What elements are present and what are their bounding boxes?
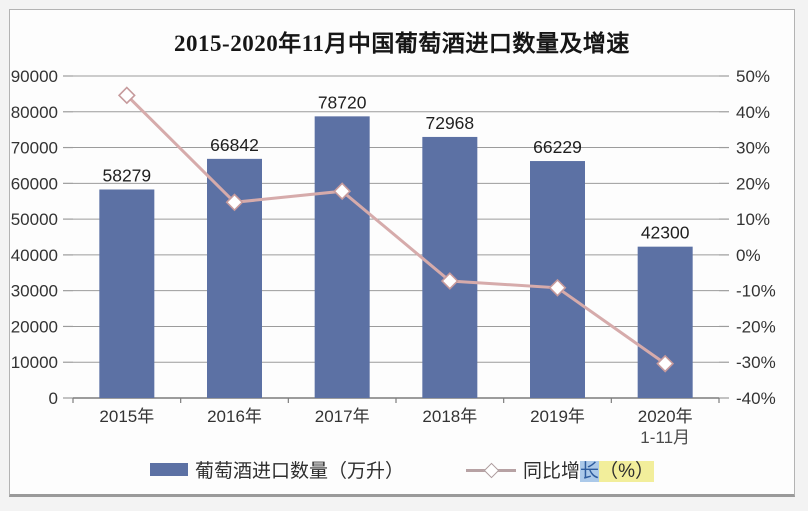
legend-item-line-series: 同比增长（%） xyxy=(466,456,654,483)
x-axis-category-label: 2015年 xyxy=(99,407,154,426)
legend-item-bar-series: 葡萄酒进口数量（万升） xyxy=(150,456,404,483)
legend-bar-series-label: 葡萄酒进口数量（万升） xyxy=(195,461,405,482)
chart-plot-area: 90000 50% 80000 40% 70000 30% 60000 20% 50000 10%… xyxy=(11,67,776,447)
left-axis-tick-label: 30000 xyxy=(11,282,58,301)
legend-line-label-part3-highlighted: （%） xyxy=(599,461,654,482)
bar-value-label: 72968 xyxy=(425,113,474,133)
chart-frame: 2015-2020年11月中国葡萄酒进口数量及增速 90000 50% 80000 4… xyxy=(9,9,795,497)
bar-value-label: 78720 xyxy=(318,92,367,112)
line-point-marker xyxy=(548,278,567,297)
right-axis-tick-label: 10% xyxy=(736,210,770,229)
bar xyxy=(99,189,155,398)
right-axis-tick-label: 20% xyxy=(736,174,770,193)
line-point-marker xyxy=(225,193,244,212)
right-axis-tick-label: 0% xyxy=(736,246,761,265)
bar xyxy=(314,116,370,398)
x-axis-category-label: 2016年 xyxy=(207,407,262,426)
bar-series-swatch-icon xyxy=(150,463,189,476)
legend-line-label-part2-highlighted: 长 xyxy=(580,461,600,482)
bar-value-label: 66229 xyxy=(533,137,582,157)
legend-line-series-label: 同比增长（%） xyxy=(523,456,654,483)
right-axis-tick-label: -30% xyxy=(736,353,776,372)
bar-value-label: 42300 xyxy=(641,223,690,243)
legend-line-label-part1: 同比增 xyxy=(523,461,581,482)
x-axis-category-label: 2018年 xyxy=(422,407,477,426)
line-point-marker xyxy=(333,182,352,201)
right-axis-tick-label: 30% xyxy=(736,139,770,158)
bar xyxy=(637,246,693,398)
left-axis-tick-label: 0 xyxy=(49,389,58,408)
bar-value-label: 66842 xyxy=(210,135,259,155)
diamond-marker-icon xyxy=(483,462,500,478)
left-axis-tick-label: 60000 xyxy=(11,174,58,193)
left-axis-tick-label: 40000 xyxy=(11,246,58,265)
line-series-swatch-icon xyxy=(466,462,517,478)
right-axis-tick-label: -20% xyxy=(736,317,776,336)
growth-line xyxy=(125,94,667,365)
x-axis-category-label: 2020年 xyxy=(638,407,693,426)
right-axis-tick-label: -10% xyxy=(736,282,776,301)
right-axis-tick-label: 50% xyxy=(736,67,770,86)
left-axis-tick-label: 90000 xyxy=(11,67,58,86)
x-axis-category-label: 2017年 xyxy=(315,407,370,426)
right-axis-tick-label: -40% xyxy=(736,389,776,408)
right-axis-tick-label: 40% xyxy=(736,103,770,122)
line-point-marker xyxy=(656,354,675,373)
line-point-marker xyxy=(440,272,459,290)
line-point-marker xyxy=(117,86,136,105)
chart-title: 2015-2020年11月中国葡萄酒进口数量及增速 xyxy=(174,31,630,56)
legend: 葡萄酒进口数量（万升） 同比增长（%） xyxy=(10,456,794,483)
x-axis-category-sublabel: 1-11月 xyxy=(640,428,690,447)
left-axis-tick-label: 50000 xyxy=(11,210,58,229)
left-axis-tick-label: 10000 xyxy=(11,353,58,372)
x-axis-category-label: 2019年 xyxy=(530,407,585,426)
bar-value-label: 58279 xyxy=(102,165,151,185)
left-axis-tick-label: 70000 xyxy=(11,139,58,158)
left-axis-tick-label: 20000 xyxy=(11,317,58,336)
bar xyxy=(422,136,478,398)
left-axis-tick-label: 80000 xyxy=(11,103,58,122)
